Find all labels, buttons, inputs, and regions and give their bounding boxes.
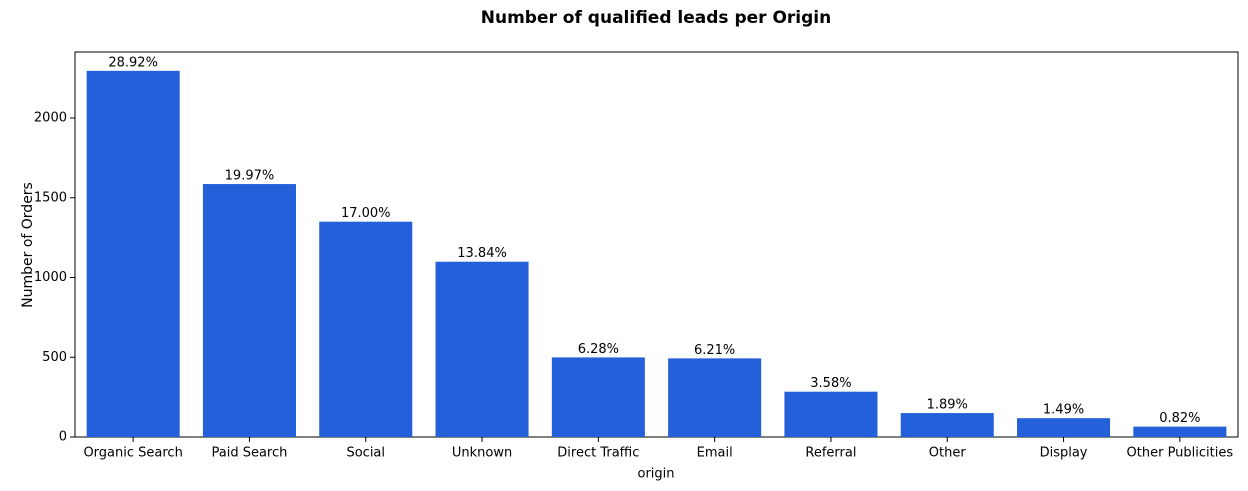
x-tick-label: Email	[697, 446, 733, 461]
bar-annotation: 6.21%	[694, 343, 735, 358]
x-tick-label: Unknown	[452, 446, 512, 461]
bar	[86, 70, 180, 437]
x-tick-label: Paid Search	[212, 446, 288, 461]
bar-annotation: 17.00%	[341, 206, 391, 221]
y-tick-label: 1500	[34, 190, 67, 205]
x-tick-label: Social	[346, 446, 385, 461]
y-tick-label: 500	[42, 350, 67, 365]
bar-annotation: 1.49%	[1043, 403, 1084, 418]
x-tick-label: Display	[1040, 446, 1088, 461]
bar	[202, 184, 296, 437]
bar-annotation: 19.97%	[225, 169, 275, 184]
x-tick-label: Direct Traffic	[557, 446, 639, 461]
bar-annotation: 6.28%	[578, 342, 619, 357]
bar	[319, 221, 413, 437]
chart-title: Number of qualified leads per Origin	[481, 8, 831, 28]
bar-annotation: 13.84%	[457, 246, 507, 261]
bar	[668, 358, 762, 437]
y-tick-label: 2000	[34, 111, 67, 126]
x-tick-label: Referral	[805, 446, 856, 461]
bar-annotation: 28.92%	[108, 55, 158, 70]
bar	[435, 261, 529, 437]
bar-annotation: 3.58%	[810, 376, 851, 391]
y-axis-label: Number of Orders	[20, 182, 36, 308]
plot-frame	[74, 51, 1239, 438]
bar	[784, 391, 878, 437]
x-tick-label: Other Publicities	[1127, 446, 1234, 461]
y-tick-label: 1000	[34, 270, 67, 285]
bar	[1133, 426, 1227, 437]
x-tick-label: Organic Search	[83, 446, 182, 461]
bar	[551, 357, 645, 437]
bar	[1017, 418, 1111, 437]
y-tick-label: 0	[59, 430, 67, 445]
bar	[900, 413, 994, 437]
bar-annotation: 1.89%	[927, 398, 968, 413]
bar-annotation: 0.82%	[1159, 411, 1200, 426]
x-tick-label: Other	[929, 446, 967, 461]
x-axis-label: origin	[637, 467, 674, 482]
